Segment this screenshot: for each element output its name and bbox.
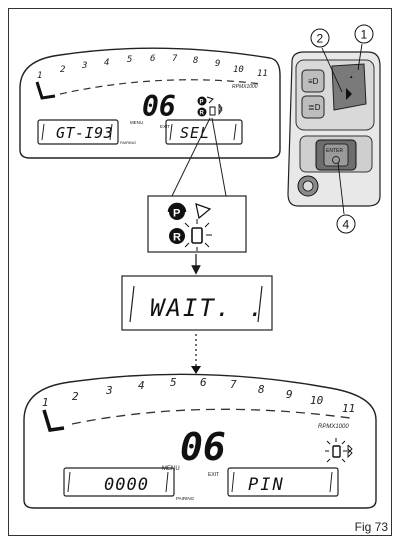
- arrow-icon: [346, 88, 352, 100]
- scale-num: 11: [342, 402, 355, 415]
- right-display-text: SEL: [180, 124, 210, 142]
- handlebar-controls: ≡D ≣D ▴ ENTER 1 2 4: [287, 24, 381, 234]
- enter-label: ENTER: [326, 148, 343, 154]
- scale-num: 2: [60, 65, 65, 75]
- high-beam-button[interactable]: [301, 69, 325, 93]
- scale-num: 6: [150, 54, 155, 64]
- rpm-needle-bottom: [42, 409, 65, 432]
- left-display-text-bottom: 0000: [104, 475, 149, 495]
- exit-label-bottom: EXIT: [208, 472, 219, 478]
- scale-num: 8: [193, 56, 198, 66]
- gear-indicator: 06: [142, 90, 176, 123]
- arrow-head-2: [191, 366, 201, 374]
- p-badge-small: P: [200, 100, 204, 106]
- rpm-needle: [35, 81, 56, 100]
- phone-icon: [191, 227, 203, 244]
- scale-num: 10: [233, 65, 244, 75]
- wait-text: WAIT. .: [150, 294, 265, 322]
- scale-num: 1: [37, 71, 42, 81]
- dashboard-bottom: 1 2 3 4 5 6 7 8 9 10 11 RPMX1000 06 MENU…: [23, 373, 377, 509]
- scale-num: 7: [172, 54, 178, 64]
- tach-arc: [59, 79, 263, 95]
- bluetooth-status-icons: P R: [197, 96, 223, 117]
- scale-num: 9: [215, 59, 220, 69]
- exit-label: EXIT: [160, 124, 170, 129]
- callout-1-label: 1: [361, 28, 368, 42]
- callout-4-label: 4: [343, 218, 350, 232]
- r-badge: R: [173, 232, 181, 244]
- pairing-label: PAIRING: [120, 140, 136, 145]
- scale-num: 10: [310, 394, 324, 407]
- signal-icon: [195, 203, 212, 220]
- high-beam-icon: ≡D: [308, 77, 319, 86]
- zoom-callout-lines: [171, 117, 227, 197]
- callout-1: [354, 24, 374, 44]
- scale-num: 6: [200, 376, 207, 389]
- scale-num: 8: [258, 383, 265, 396]
- bluetooth-icon: [347, 444, 353, 459]
- low-beam-icon: ≣D: [308, 103, 321, 112]
- callout-4: [336, 214, 356, 234]
- callout-2-label: 2: [317, 32, 324, 46]
- scale-num: 4: [138, 379, 145, 392]
- tach-arc-bottom: [71, 408, 351, 425]
- callout-2: [310, 28, 330, 48]
- r-badge-small: R: [200, 111, 205, 117]
- blink-rays: [184, 219, 212, 251]
- pairing-label-bottom: PAIRING: [176, 496, 195, 501]
- scale-num: 5: [127, 55, 132, 65]
- figure-label: Fig 73: [354, 520, 388, 534]
- wait-box: WAIT. .: [121, 275, 273, 331]
- scale-num: 3: [81, 61, 87, 71]
- dashboard-top: 1 2 3 4 5 6 7 8 9 10 11 RPMX1000 06 MENU…: [19, 47, 281, 159]
- p-badge: P: [173, 208, 180, 220]
- menu-label-bottom: MENU: [162, 466, 180, 472]
- rpm-label-bottom: RPMX1000: [318, 424, 349, 430]
- set-icon: ▴: [350, 74, 353, 80]
- scale-num: 2: [72, 390, 79, 403]
- scale-num: 1: [42, 396, 49, 409]
- scale-num: 3: [105, 384, 113, 397]
- low-beam-button[interactable]: [301, 95, 325, 119]
- scale-num: 11: [257, 69, 268, 79]
- scale-num: 5: [170, 376, 177, 389]
- figure-frame: [8, 8, 392, 536]
- zoom-icon-box: P R: [147, 195, 247, 253]
- left-display-text: GT-I93: [56, 124, 113, 142]
- rpm-label: RPMX1000: [232, 84, 258, 90]
- phone-blink-icon: [325, 438, 353, 463]
- joystick-icon: [332, 156, 340, 164]
- scale-num: 4: [104, 58, 109, 68]
- scale-num: 7: [230, 378, 237, 391]
- right-display-text-bottom: PIN: [248, 475, 285, 495]
- menu-label: MENU: [130, 120, 143, 125]
- scale-num: 9: [286, 388, 293, 401]
- rocker-switch[interactable]: [331, 63, 367, 111]
- gear-indicator-bottom: 06: [180, 425, 226, 469]
